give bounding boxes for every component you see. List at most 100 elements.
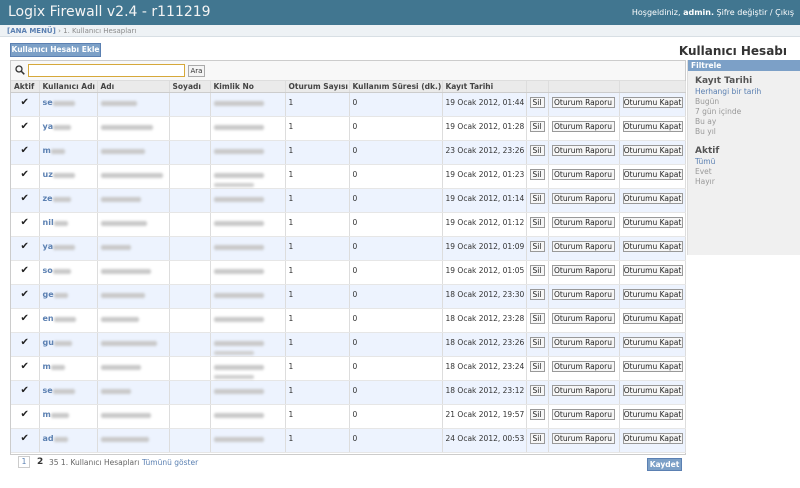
column-header[interactable]: Adı xyxy=(97,81,170,93)
session-report-button[interactable]: Oturum Raporu xyxy=(551,265,615,276)
active-checkbox[interactable]: ✔ xyxy=(20,289,29,300)
active-checkbox[interactable]: ✔ xyxy=(20,97,29,108)
username-link[interactable]: ze xyxy=(42,194,53,203)
username-link[interactable]: uz xyxy=(42,170,53,179)
delete-button[interactable]: Sil xyxy=(529,169,545,180)
active-checkbox[interactable]: ✔ xyxy=(20,169,29,180)
active-checkbox[interactable]: ✔ xyxy=(20,241,29,252)
active-checkbox[interactable]: ✔ xyxy=(20,337,29,348)
close-session-button[interactable]: Oturumu Kapat xyxy=(622,409,683,420)
change-password-link[interactable]: Şifre değiştir xyxy=(716,8,768,17)
column-header[interactable]: Soyadı xyxy=(169,81,211,93)
active-checkbox[interactable]: ✔ xyxy=(20,313,29,324)
active-checkbox[interactable]: ✔ xyxy=(20,433,29,444)
delete-button[interactable]: Sil xyxy=(529,121,545,132)
close-session-button[interactable]: Oturumu Kapat xyxy=(622,313,683,324)
column-header[interactable]: Kullanıcı Adı xyxy=(39,81,98,93)
close-session-button[interactable]: Oturumu Kapat xyxy=(622,145,683,156)
active-checkbox[interactable]: ✔ xyxy=(20,385,29,396)
active-checkbox[interactable]: ✔ xyxy=(20,265,29,276)
breadcrumb-main-menu[interactable]: [ANA MENÜ] xyxy=(7,27,56,35)
delete-button[interactable]: Sil xyxy=(529,313,545,324)
close-session-button[interactable]: Oturumu Kapat xyxy=(622,97,683,108)
column-header[interactable]: Kayıt Tarihi xyxy=(442,81,527,93)
show-all-link[interactable]: Tümünü göster xyxy=(142,458,199,467)
username-link[interactable]: m xyxy=(42,410,51,419)
session-report-button[interactable]: Oturum Raporu xyxy=(551,145,615,156)
session-report-button[interactable]: Oturum Raporu xyxy=(551,289,615,300)
session-report-button[interactable]: Oturum Raporu xyxy=(551,193,615,204)
active-checkbox[interactable]: ✔ xyxy=(20,193,29,204)
session-report-button[interactable]: Oturum Raporu xyxy=(551,409,615,420)
active-checkbox[interactable]: ✔ xyxy=(20,409,29,420)
username-link[interactable]: nil xyxy=(42,218,54,227)
username-link[interactable]: se xyxy=(42,386,53,395)
active-checkbox[interactable]: ✔ xyxy=(20,217,29,228)
filter-option-yes[interactable]: Evet xyxy=(695,167,712,176)
filter-option-7-days[interactable]: 7 gün içinde xyxy=(695,107,742,116)
username-link[interactable]: ad xyxy=(42,434,54,443)
username-link[interactable]: en xyxy=(42,314,54,323)
active-checkbox[interactable]: ✔ xyxy=(20,121,29,132)
close-session-button[interactable]: Oturumu Kapat xyxy=(622,289,683,300)
delete-button[interactable]: Sil xyxy=(529,241,545,252)
close-session-button[interactable]: Oturumu Kapat xyxy=(622,385,683,396)
session-report-button[interactable]: Oturum Raporu xyxy=(551,169,615,180)
column-header[interactable]: Aktif xyxy=(11,81,40,93)
close-session-button[interactable]: Oturumu Kapat xyxy=(622,361,683,372)
delete-button[interactable]: Sil xyxy=(529,265,545,276)
delete-button[interactable]: Sil xyxy=(529,433,545,444)
close-session-button[interactable]: Oturumu Kapat xyxy=(622,121,683,132)
logout-link[interactable]: Çıkış xyxy=(775,8,794,17)
close-session-button[interactable]: Oturumu Kapat xyxy=(622,241,683,252)
delete-button[interactable]: Sil xyxy=(529,289,545,300)
username-link[interactable]: se xyxy=(42,98,53,107)
session-report-button[interactable]: Oturum Raporu xyxy=(551,313,615,324)
filter-option-today[interactable]: Bugün xyxy=(695,97,720,106)
close-session-button[interactable]: Oturumu Kapat xyxy=(622,433,683,444)
close-session-button[interactable]: Oturumu Kapat xyxy=(622,169,683,180)
username-link[interactable]: so xyxy=(42,266,53,275)
session-report-button[interactable]: Oturum Raporu xyxy=(551,121,615,132)
close-session-button[interactable]: Oturumu Kapat xyxy=(622,265,683,276)
delete-button[interactable]: Sil xyxy=(529,145,545,156)
session-report-button[interactable]: Oturum Raporu xyxy=(551,433,615,444)
delete-button[interactable]: Sil xyxy=(529,409,545,420)
session-report-button[interactable]: Oturum Raporu xyxy=(551,97,615,108)
delete-button[interactable]: Sil xyxy=(529,193,545,204)
close-session-button[interactable]: Oturumu Kapat xyxy=(622,193,683,204)
username-link[interactable]: m xyxy=(42,362,51,371)
session-report-button[interactable]: Oturum Raporu xyxy=(551,385,615,396)
add-user-account-button[interactable]: Kullanıcı Hesabı Ekle xyxy=(10,43,101,57)
search-button[interactable]: Ara xyxy=(188,65,205,77)
username-link[interactable]: ya xyxy=(42,242,54,251)
session-report-button[interactable]: Oturum Raporu xyxy=(551,337,615,348)
delete-button[interactable]: Sil xyxy=(529,361,545,372)
filter-option-no[interactable]: Hayır xyxy=(695,177,715,186)
delete-button[interactable]: Sil xyxy=(529,217,545,228)
delete-button[interactable]: Sil xyxy=(529,97,545,108)
filter-option-this-month[interactable]: Bu ay xyxy=(695,117,717,126)
column-header[interactable]: Kullanım Süresi (dk.) xyxy=(349,81,443,93)
search-input[interactable] xyxy=(28,64,185,77)
close-session-button[interactable]: Oturumu Kapat xyxy=(622,217,683,228)
page-link-1[interactable]: 1 xyxy=(18,456,30,468)
active-checkbox[interactable]: ✔ xyxy=(20,145,29,156)
session-report-button[interactable]: Oturum Raporu xyxy=(551,217,615,228)
filter-option-this-year[interactable]: Bu yıl xyxy=(695,127,716,136)
active-checkbox[interactable]: ✔ xyxy=(20,361,29,372)
delete-button[interactable]: Sil xyxy=(529,385,545,396)
session-report-button[interactable]: Oturum Raporu xyxy=(551,361,615,372)
filter-option-all[interactable]: Tümü xyxy=(695,157,716,166)
column-header[interactable]: Kimlik No xyxy=(210,81,286,93)
session-report-button[interactable]: Oturum Raporu xyxy=(551,241,615,252)
filter-option-any-date[interactable]: Herhangi bir tarih xyxy=(695,87,762,96)
username-link[interactable]: m xyxy=(42,146,51,155)
column-header[interactable]: Oturum Sayısı xyxy=(285,81,350,93)
username-link[interactable]: ge xyxy=(42,290,54,299)
username-link[interactable]: ya xyxy=(42,122,54,131)
delete-button[interactable]: Sil xyxy=(529,337,545,348)
close-session-button[interactable]: Oturumu Kapat xyxy=(622,337,683,348)
username-link[interactable]: gu xyxy=(42,338,54,347)
save-button[interactable]: Kaydet xyxy=(647,458,682,471)
